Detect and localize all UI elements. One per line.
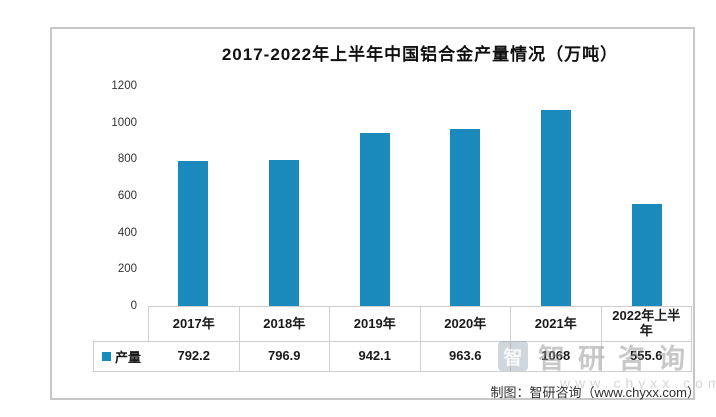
y-tick-label: 1200 <box>111 80 137 92</box>
year-header-cell: 2017年 <box>149 307 240 341</box>
bar-2018年 <box>269 159 299 306</box>
y-tick-label: 600 <box>117 190 137 202</box>
year-header-row: 2017年 2018年 2019年 2020年 2021年 2022年上半年 <box>148 306 692 341</box>
y-tick-label: 200 <box>117 263 137 276</box>
value-cell: 555.6 <box>602 342 692 371</box>
value-cell: 792.2 <box>149 342 240 371</box>
plot-area <box>148 86 692 306</box>
chart-title: 2017-2022年上半年中国铝合金产量情况（万吨） <box>221 45 619 64</box>
year-header-cell: 2019年 <box>330 307 421 341</box>
value-cell: 963.6 <box>421 342 511 371</box>
year-header-cell: 2018年 <box>240 307 330 341</box>
value-cell: 796.9 <box>240 342 330 371</box>
bar-2021年 <box>541 110 571 306</box>
y-tick-label: 1000 <box>111 116 137 129</box>
value-cell: 1068 <box>511 342 602 371</box>
data-table: 2017年 2018年 2019年 2020年 2021年 2022年上半年 792.2 7… <box>148 306 692 372</box>
bar-2022年上半年 <box>631 204 662 306</box>
y-tick-label: 400 <box>117 226 137 239</box>
year-header-cell: 2022年上半年 <box>602 307 692 341</box>
bar-2017年 <box>178 160 209 306</box>
y-tick-label: 800 <box>117 153 137 166</box>
bar-2020年 <box>450 129 481 306</box>
credit-caption: 制图：智研咨询（www.chyxx.com） <box>490 385 700 400</box>
legend-label: 产量 <box>114 350 141 365</box>
legend-cell: 产量 <box>93 341 149 372</box>
value-cell: 942.1 <box>330 342 421 371</box>
values-row: 792.2 796.9 942.1 963.6 1068 555.6 <box>148 341 692 372</box>
y-tick-label: 0 <box>130 300 137 312</box>
bar-2019年 <box>359 133 390 306</box>
legend-swatch-icon <box>101 352 111 361</box>
year-header-cell: 2021年 <box>511 307 602 341</box>
year-header-cell: 2020年 <box>421 307 511 341</box>
